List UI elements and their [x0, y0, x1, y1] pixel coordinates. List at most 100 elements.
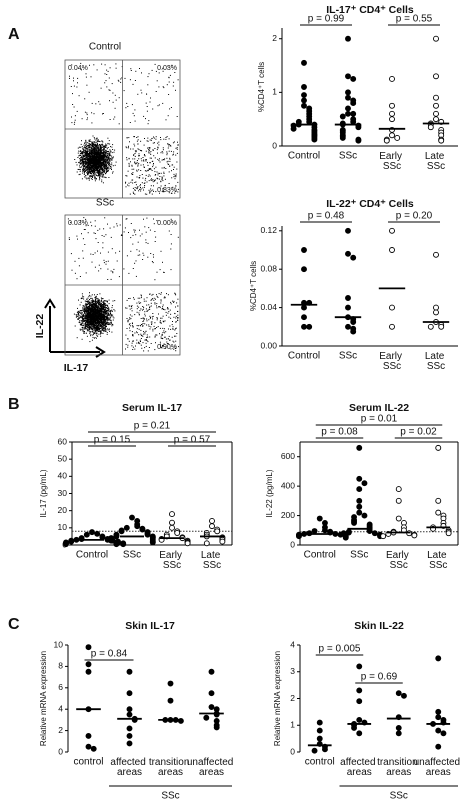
event-dot [85, 325, 87, 327]
event-dot [172, 340, 174, 342]
event-dot [96, 161, 98, 163]
event-dot [95, 170, 97, 171]
event-dot [86, 303, 88, 305]
event-dot [103, 315, 105, 316]
event-dot [72, 93, 73, 95]
event-dot [108, 161, 110, 163]
event-dot [148, 168, 150, 170]
event-dot [149, 152, 151, 154]
event-dot [89, 175, 91, 177]
event-dot [177, 188, 179, 190]
event-dot [89, 299, 90, 300]
event-dot [147, 175, 149, 177]
event-dot [70, 86, 72, 87]
event-dot [104, 169, 106, 171]
event-dot [138, 162, 140, 164]
event-dot [88, 315, 90, 317]
event-dot [134, 189, 136, 191]
event-dot [84, 173, 85, 175]
event-dot [144, 170, 146, 172]
event-dot [136, 332, 138, 334]
event-dot [174, 293, 176, 295]
event-dot [111, 156, 113, 158]
event-dot [82, 153, 84, 155]
event-dot [75, 314, 77, 315]
event-dot [97, 305, 99, 307]
event-dot [88, 178, 90, 180]
event-dot [136, 339, 138, 341]
event-dot [92, 166, 94, 168]
event-dot [81, 325, 83, 327]
event-dot [80, 157, 82, 159]
event-dot [102, 165, 103, 167]
event-dot [107, 150, 109, 152]
event-dot [80, 324, 82, 326]
event-dot [153, 155, 155, 157]
event-dot [109, 164, 111, 166]
event-dot [109, 161, 111, 163]
event-dot [85, 310, 87, 311]
event-dot [129, 122, 131, 123]
event-dot [111, 309, 113, 311]
event-dot [109, 322, 111, 324]
event-dot [98, 323, 100, 325]
event-dot [97, 150, 99, 151]
event-dot [89, 331, 91, 333]
event-dot [98, 305, 100, 307]
event-dot [131, 173, 133, 175]
event-dot [94, 327, 96, 329]
event-dot [95, 153, 97, 155]
event-dot [176, 161, 178, 163]
event-dot [144, 179, 146, 181]
event-dot [105, 143, 107, 145]
event-dot [82, 330, 84, 332]
event-dot [89, 326, 90, 328]
event-dot [86, 165, 88, 167]
event-dot [100, 146, 102, 148]
event-dot [94, 170, 96, 172]
event-dot [146, 93, 148, 95]
event-dot [127, 106, 129, 107]
event-dot [174, 178, 176, 180]
event-dot [93, 173, 95, 175]
event-dot [171, 324, 173, 326]
event-dot [159, 341, 161, 343]
event-dot [161, 151, 163, 152]
event-dot [80, 160, 82, 162]
event-dot [96, 154, 98, 156]
event-dot [112, 101, 114, 103]
event-dot [81, 118, 83, 120]
event-dot [87, 316, 89, 318]
event-dot [84, 331, 85, 332]
event-dot [86, 314, 87, 316]
event-dot [104, 303, 106, 305]
event-dot [69, 77, 70, 79]
event-dot [93, 141, 95, 143]
event-dot [177, 144, 179, 146]
event-dot [172, 300, 174, 302]
event-dot [94, 138, 96, 140]
event-dot [174, 329, 176, 331]
event-dot [159, 161, 161, 163]
event-dot [87, 314, 89, 316]
event-dot [101, 143, 103, 145]
event-dot [103, 157, 105, 159]
event-dot [167, 163, 169, 165]
event-dot [92, 176, 94, 178]
event-dot [96, 168, 98, 170]
event-dot [91, 302, 93, 304]
event-dot [91, 161, 93, 163]
event-dot [94, 152, 96, 154]
event-dot [91, 142, 93, 144]
event-dot [99, 328, 100, 330]
arrow-head-y [44, 298, 56, 309]
event-dot [114, 116, 116, 118]
event-dot [100, 174, 102, 176]
event-dot [104, 176, 106, 178]
event-dot [106, 314, 108, 316]
event-dot [110, 316, 112, 318]
event-dot [90, 158, 92, 160]
event-dot [96, 333, 98, 335]
event-dot [107, 322, 109, 324]
event-dot [110, 158, 112, 160]
